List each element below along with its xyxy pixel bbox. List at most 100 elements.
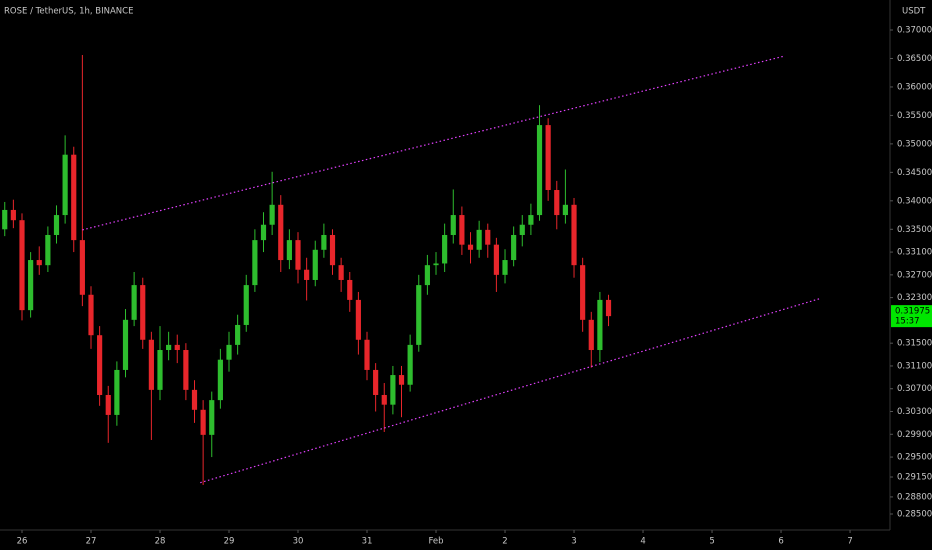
candle-body [528, 215, 534, 225]
candle-body [140, 285, 146, 340]
candle-body [114, 369, 120, 415]
candle-body [459, 215, 465, 245]
candle-body [183, 350, 189, 390]
y-tick-label: 0.33500 [897, 225, 932, 235]
candle-body [416, 285, 422, 345]
x-tick-label: 2 [502, 537, 507, 547]
candle-body [605, 299, 612, 317]
candle-body [191, 389, 198, 410]
candle-body [347, 279, 353, 300]
candle-body [88, 294, 94, 336]
x-tick-label: 5 [709, 537, 714, 547]
candle-body [252, 240, 258, 286]
x-tick-label: 4 [640, 537, 645, 547]
y-tick-label: 0.29500 [897, 453, 932, 463]
y-tick-label: 0.32700 [897, 270, 932, 280]
candle-body [519, 224, 525, 235]
candle-body [467, 244, 474, 250]
candle-body [71, 154, 77, 241]
candle-body [476, 229, 482, 250]
candle-body [433, 263, 439, 266]
candle-body [571, 204, 577, 266]
candle-body [338, 265, 344, 280]
y-tick-label: 0.34500 [897, 168, 932, 178]
y-tick-label: 0.29150 [897, 472, 932, 482]
candle-body [243, 285, 249, 325]
currency-label: USDT [902, 7, 926, 17]
x-tick-label: 26 [17, 537, 28, 547]
candle-body [295, 240, 301, 270]
y-tick-label: 0.35500 [897, 111, 932, 121]
candle-body [355, 299, 361, 340]
countdown-label: 15:37 [895, 317, 920, 327]
candle-body [105, 394, 111, 415]
candle-body [364, 339, 370, 370]
y-tick-label: 0.28800 [897, 492, 932, 502]
candle-body [286, 240, 292, 261]
candle-body [45, 234, 51, 266]
candle-body [157, 350, 163, 390]
candle-body [217, 359, 223, 401]
y-tick-label: 0.37000 [897, 26, 932, 36]
candle-body [554, 190, 560, 216]
candle-body [390, 375, 396, 405]
candle-body [381, 394, 387, 405]
candle-body [442, 234, 448, 264]
candle-body [312, 249, 318, 280]
candle-body [97, 335, 103, 395]
candle-body [148, 339, 154, 390]
x-tick-label: 6 [778, 537, 783, 547]
last-price-label: 0.31975 [895, 307, 930, 317]
x-tick-label: 27 [86, 537, 97, 547]
candle-body [36, 260, 42, 266]
candle-body [545, 125, 551, 191]
candle-body [588, 319, 594, 351]
candle-body [200, 409, 206, 435]
y-tick-label: 0.36500 [897, 54, 932, 64]
candle-body [10, 209, 16, 221]
candle-body [502, 260, 508, 275]
y-tick-label: 0.36000 [897, 82, 932, 92]
y-tick-label: 0.29900 [897, 430, 932, 440]
candle-body [131, 285, 137, 320]
candle-body [407, 344, 413, 385]
y-tick-label: 0.31500 [897, 339, 932, 349]
candle-body [580, 265, 586, 320]
candle-body [450, 215, 456, 235]
x-tick-label: 31 [362, 537, 373, 547]
candle-body [226, 344, 232, 360]
y-tick-label: 0.30300 [897, 407, 932, 417]
candle-body [209, 400, 215, 435]
y-tick-label: 0.34000 [897, 196, 932, 206]
trendline [82, 55, 785, 231]
candle-body [321, 234, 327, 250]
candle-body [53, 215, 60, 235]
y-tick-label: 0.33100 [897, 248, 932, 258]
candle-body [260, 224, 267, 241]
chart-title: ROSE / TetherUS, 1h, BINANCE [4, 7, 133, 17]
x-tick-label: 29 [224, 537, 235, 547]
x-tick-label: Feb [428, 537, 443, 547]
candle-body [511, 234, 517, 261]
last-price-box [891, 305, 932, 328]
x-tick-label: 7 [847, 537, 852, 547]
candle-body [304, 269, 310, 280]
x-tick-label: 30 [293, 537, 304, 547]
candle-body [536, 125, 543, 216]
candle-body [269, 204, 275, 225]
y-tick-label: 0.35000 [897, 139, 932, 149]
candle-body [278, 204, 284, 261]
candle-body [485, 229, 491, 245]
y-tick-label: 0.31100 [897, 361, 932, 371]
candle-body [174, 344, 180, 351]
candle-body [562, 204, 568, 216]
x-tick-label: 3 [571, 537, 576, 547]
y-tick-label: 0.32300 [897, 293, 932, 303]
candle-body [329, 234, 336, 266]
x-tick-label: 28 [155, 537, 166, 547]
candle-body [19, 220, 25, 311]
candle-body [597, 299, 603, 351]
